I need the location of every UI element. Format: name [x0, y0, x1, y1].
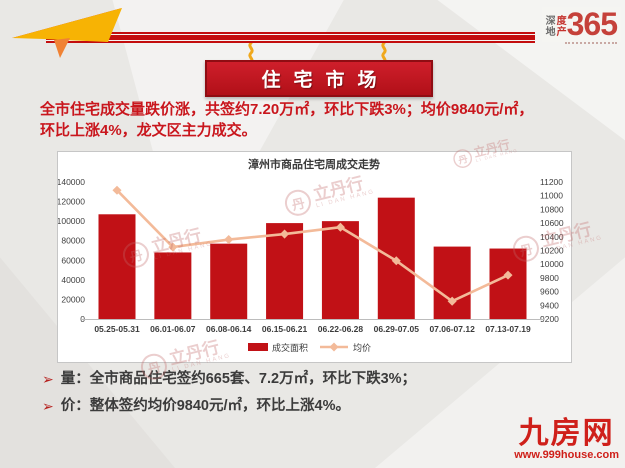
- x-axis-label: 06.08-06.14: [206, 324, 252, 334]
- line-marker: [224, 235, 234, 245]
- bar: [433, 246, 471, 319]
- legend-bar-swatch: [248, 343, 268, 351]
- left-axis-tick: 40000: [61, 275, 85, 285]
- right-axis-tick: 10000: [540, 259, 564, 269]
- x-axis-label: 05.25-05.31: [94, 324, 140, 334]
- site-logo-name: 九房网: [518, 416, 615, 451]
- right-axis-tick: 10200: [540, 246, 564, 256]
- bar: [489, 248, 527, 319]
- site-logo: 九房网 www.999house.com: [514, 419, 619, 462]
- right-axis-tick: 10800: [540, 204, 564, 214]
- left-axis-tick: 100000: [58, 216, 85, 226]
- line-marker: [447, 296, 457, 306]
- bar: [210, 243, 248, 319]
- left-axis-tick: 120000: [58, 197, 85, 207]
- line-marker: [503, 270, 513, 280]
- bar: [321, 221, 359, 319]
- line-marker: [391, 256, 401, 266]
- paper-plane-arrow-icon: [12, 8, 122, 58]
- site-logo-url: www.999house.com: [514, 449, 619, 461]
- price-line: [116, 189, 509, 303]
- chart-title: 漳州市商品住宅周成交走势: [248, 157, 380, 171]
- weekly-transaction-chart: 漳州市商品住宅周成交走势0200004000060000800001000001…: [57, 157, 564, 353]
- hook-icon: [248, 43, 254, 65]
- right-axis-tick: 11200: [540, 177, 563, 187]
- list-item: ➢ 价：整体签约均价9840元/㎡，环比上涨4%。: [42, 396, 602, 416]
- brand-char: 产: [556, 27, 567, 38]
- legend-label-price: 均价: [353, 342, 371, 353]
- left-axis-tick: 60000: [61, 255, 85, 265]
- section-banner: 住宅市场: [205, 60, 433, 97]
- x-axis-label: 06.29-07.05: [374, 324, 420, 334]
- hook-icon: [381, 43, 387, 65]
- bar: [266, 223, 304, 319]
- x-axis-label: 06.01-06.07: [150, 324, 196, 334]
- brand-logo: 深 度 地 产 365: [541, 6, 621, 42]
- legend-label-area: 成交面积: [272, 342, 308, 353]
- ribbon-band: [46, 32, 535, 43]
- summary-line-1: 全市住宅成交量跌价涨，共签约7.20万㎡，环比下跌3%；均价9840元/㎡，: [40, 101, 534, 118]
- arrow-bullet-icon: ➢: [42, 371, 54, 387]
- list-item: ➢ 量：全市商品住宅签约665套、7.2万㎡，环比下跌3%；: [42, 369, 602, 389]
- brand-char: 地: [545, 27, 556, 38]
- brand-char: 深: [545, 16, 556, 27]
- brand-char: 度: [556, 16, 567, 27]
- section-title: 住宅市场: [261, 69, 390, 91]
- left-axis-tick: 140000: [58, 177, 85, 187]
- arrow-bullet-icon: ➢: [42, 398, 54, 414]
- legend-line-marker: [329, 342, 339, 352]
- key-points: ➢ 量：全市商品住宅签约665套、7.2万㎡，环比下跌3%； ➢ 价：整体签约均…: [42, 369, 602, 423]
- line-marker: [280, 229, 290, 239]
- right-axis-tick: 10400: [540, 232, 564, 242]
- brand-tagline-dots: [565, 42, 617, 44]
- x-axis-label: 07.06-07.12: [429, 324, 475, 334]
- brand-number: 365: [566, 6, 618, 42]
- bullet-text-volume: 量：全市商品住宅签约665套、7.2万㎡，环比下跌3%；: [60, 371, 417, 387]
- line-marker: [112, 185, 122, 195]
- summary-line-2: 环比上涨4%，龙文区主力成交。: [40, 122, 257, 139]
- right-axis-tick: 9800: [540, 273, 559, 283]
- right-axis-tick: 9600: [540, 287, 559, 297]
- right-axis-tick: 9400: [540, 300, 559, 310]
- bar: [98, 214, 136, 319]
- left-axis-tick: 80000: [61, 236, 85, 246]
- x-axis-label: 06.15-06.21: [262, 324, 308, 334]
- brand-logo-characters: 深 度 地 产: [546, 16, 567, 38]
- left-axis-tick: 20000: [61, 294, 85, 304]
- bullet-text-price: 价：整体签约均价9840元/㎡，环比上涨4%。: [60, 398, 350, 414]
- market-summary: 全市住宅成交量跌价涨，共签约7.20万㎡，环比下跌3%；均价9840元/㎡， 环…: [40, 99, 605, 141]
- x-axis-label: 07.13-07.19: [485, 324, 531, 334]
- right-axis-tick: 11000: [540, 191, 563, 201]
- chart-card: 漳州市商品住宅周成交走势0200004000060000800001000001…: [57, 151, 572, 363]
- bar: [154, 252, 192, 319]
- x-axis-label: 06.22-06.28: [318, 324, 364, 334]
- right-axis-tick: 10600: [540, 218, 564, 228]
- right-axis-tick: 9200: [540, 314, 559, 324]
